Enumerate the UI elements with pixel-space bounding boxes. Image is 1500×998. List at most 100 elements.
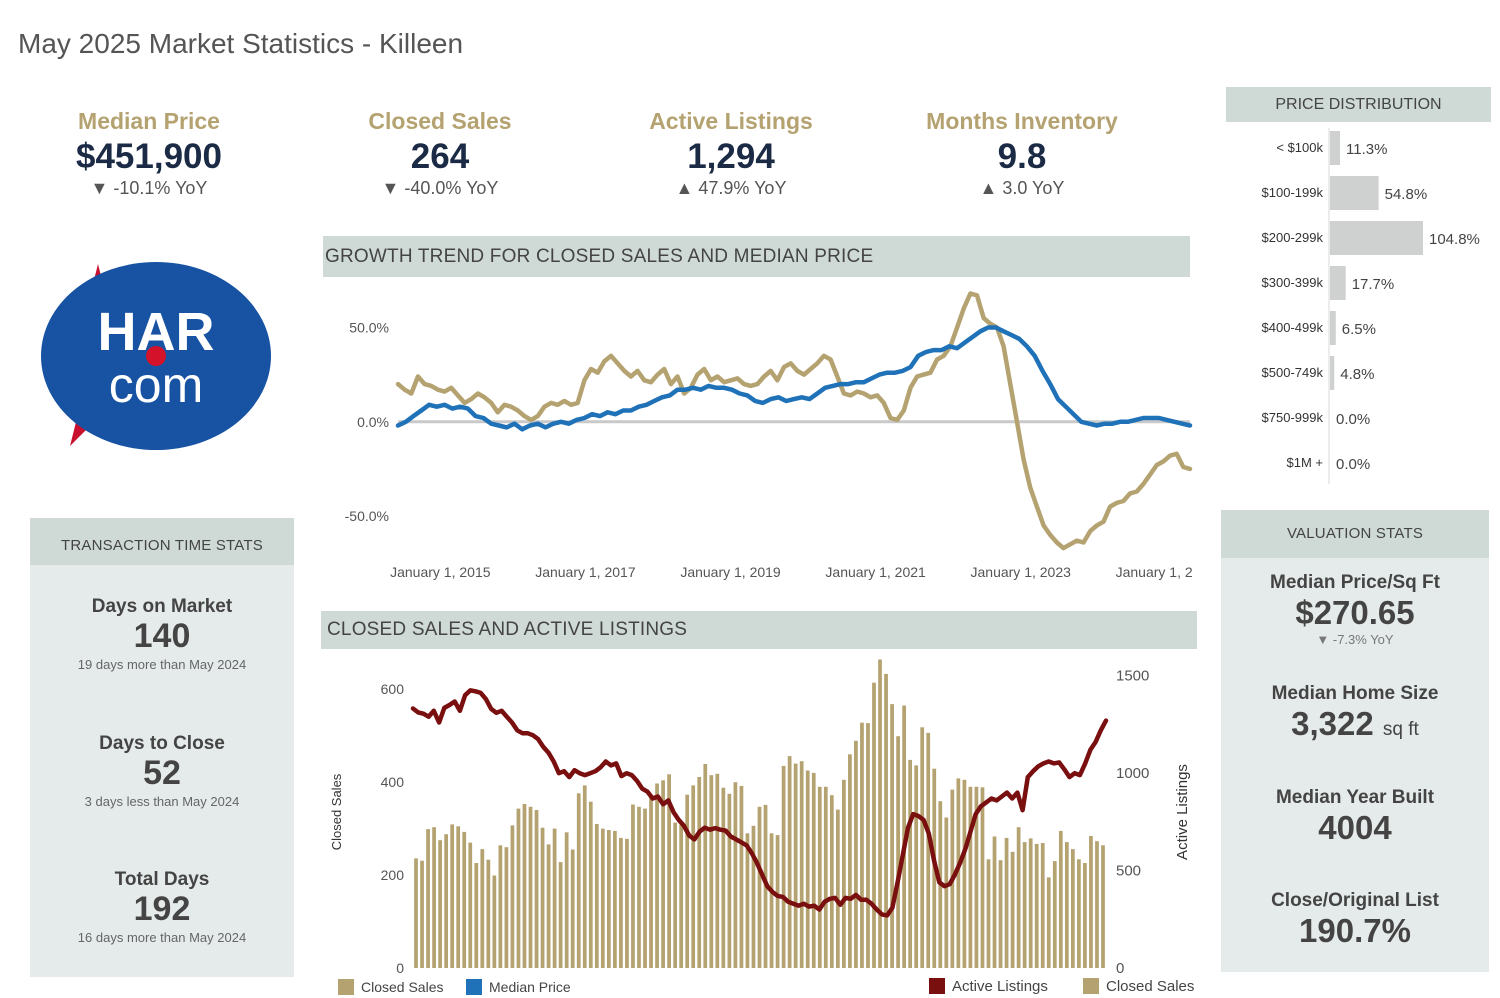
kpi-change: ▼ -10.1% YoY [90, 177, 208, 198]
cs-bar [498, 845, 503, 968]
cs-bar [1058, 830, 1063, 968]
cs-bar [540, 827, 545, 968]
price-distribution-chart: < $100k 11.3% $100-199k 54.8% $200-299k 104.8… [1262, 128, 1480, 484]
gt-y-tick: 50.0% [349, 319, 389, 335]
pd-value-label: 104.8% [1429, 231, 1480, 248]
pd-value-label: 4.8% [1340, 366, 1374, 383]
gt-y-tick: 0.0% [357, 414, 389, 430]
cs-bar [564, 832, 569, 968]
stat-label: Median Year Built [1275, 787, 1435, 808]
cs-y2-tick: 0 [1116, 960, 1124, 977]
legend-label: Closed Sales [361, 979, 444, 995]
kpi-closed-sales: Closed Sales 264 ▼ -40.0% YoY [320, 108, 560, 199]
stat-value: 52 [143, 754, 181, 792]
cs-bar [775, 835, 780, 968]
stat-unit: sq ft [1382, 719, 1419, 740]
pd-category-label: $100-199k [1262, 185, 1324, 200]
cs-bar [606, 830, 611, 968]
cs-bar [426, 829, 430, 968]
cs-bar [1034, 843, 1039, 968]
stat-label: Median Home Size [1271, 683, 1439, 704]
stat-label: Days on Market [91, 596, 233, 617]
cs-bar [974, 786, 979, 968]
cs-bar [799, 761, 804, 968]
gt-x-tick: January 1, 2017 [535, 564, 636, 580]
cs-bar [1010, 851, 1015, 968]
cs-bar [860, 722, 864, 968]
cs-bar [474, 863, 479, 968]
cs-y-tick: 0 [396, 960, 404, 976]
cs-y2-tick: 1000 [1116, 765, 1149, 782]
cs-bar [510, 825, 515, 968]
kpi-label: Months Inventory [926, 108, 1118, 134]
kpi-months-inventory: Months Inventory 9.8 ▲ 3.0 YoY [902, 108, 1142, 199]
cs-bar [866, 723, 870, 968]
cs-bar [914, 765, 919, 968]
cs-bar [643, 808, 647, 968]
cs-bar [1095, 841, 1099, 968]
cs-bar [739, 785, 744, 968]
cs-bar [896, 736, 900, 968]
stat-year-built: Median Year Built 4004 [1221, 787, 1489, 847]
cs-bar [733, 782, 738, 968]
cs-bar [1083, 863, 1087, 968]
cs-bar [420, 860, 424, 968]
kpi-change: ▲ 3.0 YoY [979, 177, 1065, 198]
pd-value-label: 6.5% [1342, 321, 1376, 338]
stat-change: ▼ -7.3% YoY [1316, 631, 1394, 647]
stat-label: Close/Original List [1271, 890, 1439, 911]
pd-bar [1330, 131, 1341, 165]
cs-bar [1070, 849, 1075, 968]
cs-bar [432, 827, 436, 968]
cs-bar [781, 765, 786, 968]
cs-y-axis-title: Closed Sales [329, 773, 344, 850]
cs-bar [570, 849, 575, 968]
cs-bar [842, 779, 846, 968]
cs-bar [588, 801, 593, 968]
cs-bar [450, 824, 455, 968]
legend-label: Active Listings [952, 978, 1048, 995]
cs-bar [1028, 838, 1033, 968]
kpi-value: 9.8 [997, 137, 1047, 176]
cs-bar [829, 795, 834, 968]
pd-category-label: $400-499k [1262, 320, 1324, 335]
cs-bar [709, 775, 714, 968]
legend-swatch [338, 979, 354, 995]
gt-x-tick: January 1, 2015 [390, 564, 491, 580]
stat-close-original-list: Close/Original List 190.7% [1221, 890, 1489, 950]
legend-label: Closed Sales [1106, 978, 1194, 995]
stat-price-per-sqft: Median Price/Sq Ft $270.65 ▼ -7.3% YoY [1221, 572, 1489, 647]
cs-bar [504, 847, 509, 968]
cs-bar [594, 824, 599, 968]
cs-bar [1052, 861, 1057, 968]
cs-bar [793, 763, 798, 968]
pd-bar [1330, 221, 1423, 255]
stat-label: Days to Close [99, 733, 225, 754]
cs-bar [805, 770, 810, 968]
cs-bar [872, 682, 876, 968]
closed-active-chart: 0 200 400 600 0 500 1000 1500 Closed Sales Active… [329, 659, 1194, 995]
stat-note: 16 days more than May 2024 [77, 930, 247, 946]
cs-bar [968, 786, 973, 968]
cs-bar [414, 858, 418, 968]
cs-bar [1016, 827, 1021, 968]
stat-value: 4004 [1318, 809, 1392, 846]
growth-trend-chart: 50.0% 0.0% -50.0% January 1, 2015 January 1,… [345, 291, 1193, 580]
pd-bar [1330, 311, 1336, 345]
cs-bar [962, 779, 967, 968]
growth-trend-header: GROWTH TREND FOR CLOSED SALES AND MEDIAN… [323, 236, 1190, 277]
kpi-median-price: Median Price $451,900 ▼ -10.1% YoY [29, 108, 269, 199]
stat-total-days: Total Days 192 16 days more than May 202… [30, 869, 294, 945]
kpi-value: $451,900 [76, 137, 222, 176]
cs-bar [444, 834, 449, 968]
cs-y2-tick: 500 [1116, 863, 1141, 880]
pd-bar [1330, 266, 1346, 300]
kpi-label: Active Listings [649, 108, 813, 134]
cs-bar [769, 833, 774, 968]
cs-bar [854, 740, 858, 968]
cs-bar [727, 793, 732, 968]
cs-y2-axis-title: Active Listings [1174, 764, 1191, 860]
cs-bar [528, 806, 533, 968]
kpi-change: ▼ -40.0% YoY [381, 177, 499, 198]
cs-bar [1022, 842, 1027, 968]
